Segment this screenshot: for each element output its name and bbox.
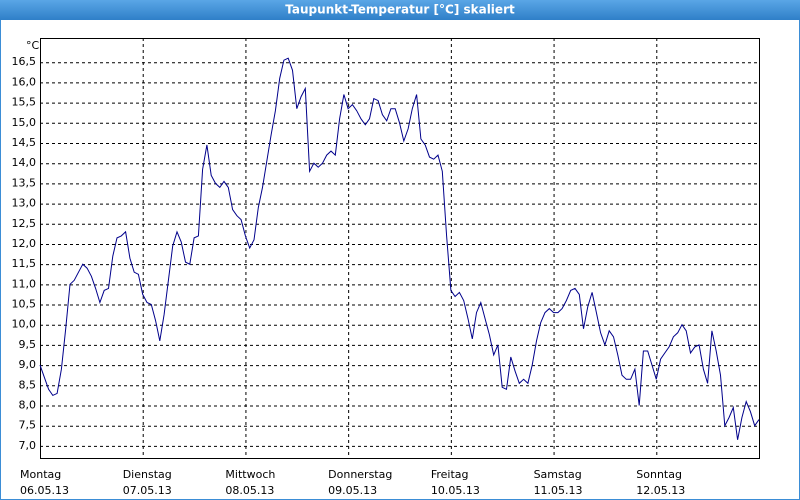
x-tick-label: Dienstag <box>123 468 172 481</box>
chart-title: Taupunkt-Temperatur [°C] skaliert <box>285 3 515 17</box>
y-tick-label: 14,0 <box>12 156 37 169</box>
y-tick-label: 15,5 <box>12 96 37 109</box>
plot-frame <box>40 38 760 459</box>
y-tick-label: 8,5 <box>19 378 37 391</box>
y-tick-label: 7,0 <box>19 439 37 452</box>
x-tick-label: Samstag <box>534 468 582 481</box>
y-tick-label: 11,0 <box>12 277 37 290</box>
y-tick-label: 14,5 <box>12 136 37 149</box>
y-tick-label: 12,5 <box>12 217 37 230</box>
x-tick-label: Mittwoch <box>225 468 275 481</box>
y-tick-label: 12,0 <box>12 237 37 250</box>
y-tick-label: 13,5 <box>12 176 37 189</box>
y-tick-label: 8,0 <box>19 399 37 412</box>
x-tick-label: Montag <box>20 468 61 481</box>
y-tick-label: 10,0 <box>12 318 37 331</box>
x-tick-label: Donnerstag <box>328 468 392 481</box>
y-tick-label: 9,5 <box>19 338 37 351</box>
y-tick-label: 11,5 <box>12 257 37 270</box>
y-tick-label: 13,0 <box>12 197 37 210</box>
title-bar <box>0 0 800 20</box>
x-tick-date: 10.05.13 <box>431 484 480 497</box>
x-tick-label: Freitag <box>431 468 469 481</box>
y-tick-label: 16,0 <box>12 75 37 88</box>
x-tick-label: Sonntag <box>636 468 682 481</box>
x-tick-date: 08.05.13 <box>225 484 274 497</box>
y-tick-label: 16,5 <box>12 55 37 68</box>
y-tick-label: 10,5 <box>12 298 37 311</box>
x-tick-date: 11.05.13 <box>534 484 583 497</box>
x-tick-date: 06.05.13 <box>20 484 69 497</box>
x-tick-date: 09.05.13 <box>328 484 377 497</box>
data-line <box>39 57 760 440</box>
y-tick-label: 7,5 <box>19 419 37 432</box>
x-tick-date: 07.05.13 <box>123 484 172 497</box>
y-unit: °C <box>26 39 40 52</box>
y-tick-label: 15,0 <box>12 116 37 129</box>
y-tick-label: 9,0 <box>19 358 37 371</box>
x-tick-date: 12.05.13 <box>636 484 685 497</box>
